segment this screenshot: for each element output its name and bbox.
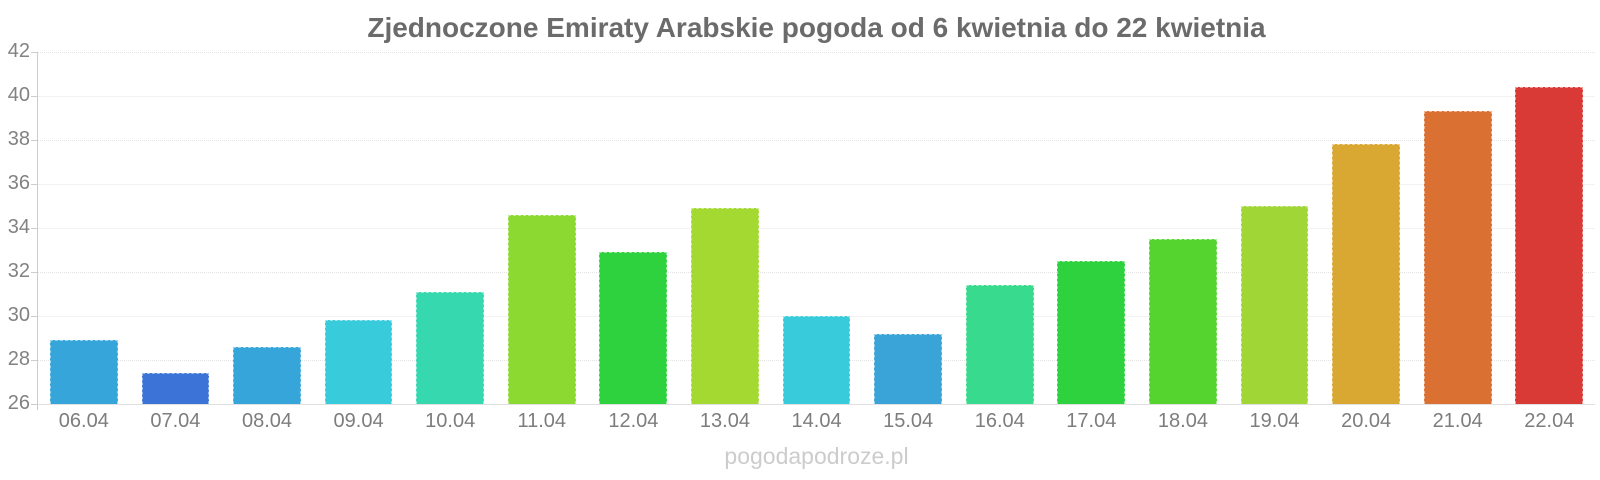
bars-container (38, 52, 1595, 404)
bar-18.04[interactable] (1149, 239, 1217, 404)
x-axis-label-15.04: 15.04 (883, 410, 934, 432)
bar-slot-14.04 (771, 52, 863, 404)
bar-slot-19.04 (1229, 52, 1321, 404)
x-axis-label-07.04: 07.04 (150, 410, 201, 432)
x-axis-label-22.04: 22.04 (1524, 410, 1575, 432)
gridline-40 (38, 96, 1595, 97)
bar-08.04[interactable] (233, 346, 301, 404)
bar-slot-16.04 (954, 52, 1046, 404)
bar-slot-18.04 (1137, 52, 1229, 404)
gridline-34 (38, 228, 1595, 229)
bar-slot-10.04 (404, 52, 496, 404)
bar-slot-11.04 (496, 52, 588, 404)
x-axis-label-13.04: 13.04 (699, 410, 750, 432)
x-axis-label-08.04: 08.04 (241, 410, 293, 432)
bar-21.04[interactable] (1423, 111, 1492, 404)
gridline-42 (38, 52, 1595, 53)
bar-19.04[interactable] (1240, 206, 1309, 404)
bar-07.04[interactable] (141, 373, 210, 404)
y-axis-tick-40 (31, 96, 37, 97)
y-axis-label-38: 38 (7, 128, 30, 150)
bar-slot-08.04 (221, 52, 313, 404)
x-axis-label-06.04: 06.04 (58, 410, 109, 432)
bar-06.04[interactable] (49, 340, 118, 404)
bar-slot-20.04 (1320, 52, 1412, 404)
bar-13.04[interactable] (691, 208, 759, 404)
x-axis-label-12.04: 12.04 (608, 410, 659, 432)
x-axis-label-09.04: 09.04 (333, 410, 384, 432)
x-axis-labels: 06.04 07.04 08.04 09.04 10.04 11.04 12.04 13.04… (38, 410, 1595, 433)
y-axis-label-28: 28 (7, 348, 30, 370)
gridline-38 (38, 140, 1595, 141)
y-axis-line (37, 52, 38, 410)
y-axis-tick-38 (31, 140, 37, 141)
y-axis-tick-26 (31, 404, 37, 405)
bar-slot-12.04 (588, 52, 680, 404)
bar-12.04[interactable] (599, 252, 668, 404)
bar-14.04[interactable] (782, 316, 851, 404)
y-axis-tick-28 (31, 360, 37, 361)
x-axis-label-19.04: 19.04 (1249, 410, 1300, 432)
bar-slot-07.04 (130, 52, 222, 404)
y-axis-tick-32 (31, 272, 37, 273)
bar-22.04[interactable] (1515, 87, 1584, 404)
bar-slot-17.04 (1046, 52, 1138, 404)
y-axis-label-32: 32 (7, 260, 30, 282)
y-axis-label-42: 42 (7, 40, 30, 62)
bar-17.04[interactable] (1057, 261, 1126, 404)
bar-16.04[interactable] (965, 285, 1034, 404)
x-axis-label-16.04: 16.04 (974, 410, 1025, 432)
gridline-26 (38, 404, 1595, 405)
y-axis-tick-36 (31, 184, 37, 185)
x-axis-label-21.04: 21.04 (1432, 410, 1483, 432)
gridline-36 (38, 184, 1595, 185)
bar-slot-06.04 (38, 52, 130, 404)
bar-15.04[interactable] (874, 333, 943, 404)
bar-slot-22.04 (1504, 52, 1596, 404)
y-axis-label-40: 40 (7, 84, 30, 106)
y-axis-label-34: 34 (7, 216, 30, 238)
bar-10.04[interactable] (416, 291, 485, 404)
x-axis-label-18.04: 18.04 (1157, 410, 1208, 432)
x-axis-label-14.04: 14.04 (791, 410, 842, 432)
plot-area (31, 52, 1595, 410)
bar-20.04[interactable] (1332, 144, 1400, 404)
x-axis-label-17.04: 17.04 (1066, 410, 1117, 432)
y-axis-tick-30 (31, 316, 37, 317)
bar-09.04[interactable] (324, 320, 393, 404)
bar-slot-21.04 (1412, 52, 1504, 404)
watermark: pogodapodroze.pl (724, 443, 909, 469)
bar-slot-13.04 (679, 52, 771, 404)
x-axis-label-10.04: 10.04 (425, 410, 476, 432)
chart-title: Zjednoczone Emiraty Arabskie pogoda od 6… (367, 12, 1266, 43)
gridline-32 (38, 272, 1595, 273)
y-axis-label-30: 30 (7, 304, 30, 326)
x-axis-label-20.04: 20.04 (1341, 410, 1392, 432)
y-axis-tick-42 (31, 52, 37, 53)
y-axis-label-36: 36 (7, 172, 30, 194)
bar-11.04[interactable] (507, 214, 576, 404)
bar-slot-09.04 (313, 52, 405, 404)
y-axis-tick-34 (31, 228, 37, 229)
bar-slot-15.04 (862, 52, 954, 404)
x-axis-label-11.04: 11.04 (517, 410, 567, 432)
y-axis-label-26: 26 (7, 392, 30, 414)
